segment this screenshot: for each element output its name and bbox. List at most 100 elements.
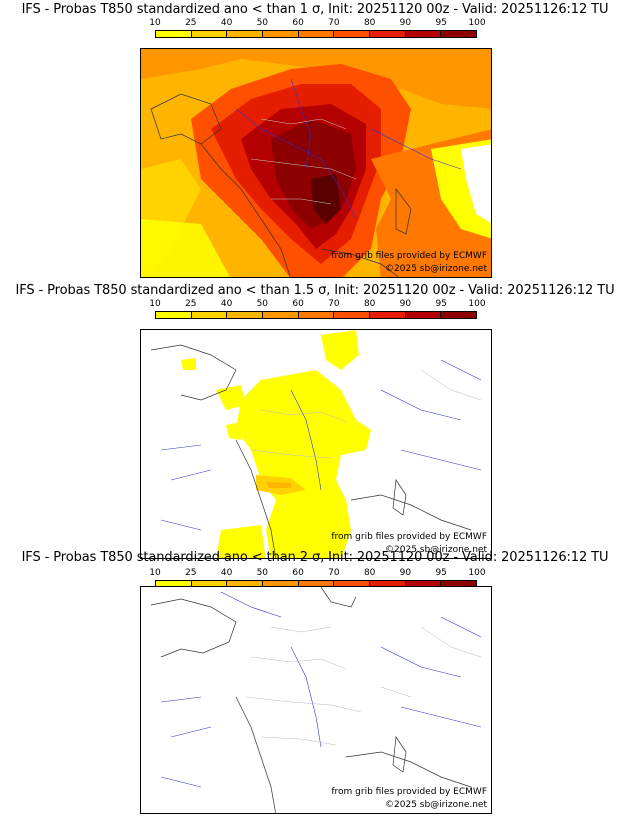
scale-label: 40 — [220, 18, 233, 28]
coastline — [395, 187, 412, 235]
prob-area — [266, 482, 291, 488]
scale-swatch — [334, 31, 371, 37]
scale-swatch — [263, 31, 299, 37]
scale-label: 60 — [292, 299, 304, 309]
credit-source: from grib files provided by ECMWF — [331, 532, 487, 542]
coastline — [150, 344, 237, 401]
scale-swatch — [263, 581, 299, 587]
coastline — [320, 248, 399, 277]
scale-label: 10 — [149, 299, 161, 309]
map-graphic — [141, 49, 491, 277]
coastline — [235, 439, 277, 558]
probability-map-1-5sigma: from grib files provided by ECMWF ©2025 … — [140, 329, 492, 559]
map-graphic — [141, 330, 491, 558]
scale-label: 80 — [363, 18, 376, 28]
scale-label: 60 — [292, 18, 304, 28]
coastline — [200, 143, 291, 277]
river — [235, 108, 357, 220]
scale-swatch — [156, 581, 192, 587]
credit-source: from grib files provided by ECMWF — [331, 787, 487, 797]
scale-label: 70 — [328, 568, 340, 578]
scale-swatch — [405, 581, 442, 587]
scale-labels: 10 25 40 50 60 70 80 90 95 100 — [149, 18, 485, 29]
coastline — [235, 696, 276, 813]
scale-label: 100 — [468, 18, 486, 28]
map-graphic — [141, 587, 491, 813]
scale-swatch — [191, 31, 228, 37]
coastline — [350, 494, 472, 531]
scale-label: 90 — [399, 18, 412, 28]
prob-area — [226, 422, 241, 440]
scale-bar — [155, 30, 477, 38]
scale-swatch — [405, 312, 442, 318]
scale-label: 25 — [185, 568, 197, 578]
prob-area — [181, 358, 196, 370]
color-scale: 10 25 40 50 60 70 80 90 95 100 — [149, 299, 486, 323]
coastline — [320, 587, 357, 608]
background-fill — [141, 587, 491, 813]
scale-label: 25 — [185, 299, 197, 309]
scale-label: 50 — [256, 299, 269, 309]
scale-swatch — [156, 31, 192, 37]
scale-swatch — [156, 312, 192, 318]
prob-area — [321, 330, 359, 370]
scale-label: 95 — [435, 18, 447, 28]
scale-label: 10 — [149, 568, 161, 578]
river — [160, 591, 482, 788]
admin-borders — [250, 118, 357, 205]
scale-swatch — [370, 312, 406, 318]
scale-label: 60 — [292, 568, 304, 578]
credit-source: from grib files provided by ECMWF — [331, 251, 487, 261]
panel-1-5sigma: IFS - Probas T850 standardized ano < tha… — [0, 281, 630, 559]
scale-label: 95 — [435, 568, 447, 578]
coastline — [150, 93, 222, 145]
scale-label: 50 — [256, 568, 269, 578]
coastline — [392, 479, 407, 516]
scale-label: 80 — [363, 568, 376, 578]
admin-borders — [245, 626, 482, 746]
scale-swatch — [441, 312, 477, 318]
credit-copyright: ©2025 sb@irizone.net — [385, 545, 487, 555]
coastline — [392, 736, 407, 773]
scale-label: 40 — [220, 299, 233, 309]
scale-swatch — [263, 312, 299, 318]
river — [370, 128, 462, 170]
prob-area — [236, 370, 371, 558]
scale-swatch — [298, 31, 335, 37]
scale-swatch — [334, 312, 371, 318]
prob-area — [141, 49, 491, 109]
credit-copyright: ©2025 sb@irizone.net — [385, 800, 487, 810]
scale-swatch — [227, 31, 264, 37]
scale-label: 90 — [399, 568, 412, 578]
scale-label: 40 — [220, 568, 233, 578]
no-prob-area — [461, 144, 491, 223]
scale-label: 80 — [363, 299, 376, 309]
color-scale: 10 25 40 50 60 70 80 90 95 100 — [149, 18, 486, 42]
scale-swatch — [334, 581, 371, 587]
scale-swatch — [441, 31, 477, 37]
scale-swatch — [441, 581, 477, 587]
panel-2sigma: IFS - Probas T850 standardized ano < tha… — [0, 550, 630, 820]
scale-swatch — [227, 581, 264, 587]
scale-label: 50 — [256, 18, 269, 28]
scale-swatch — [405, 31, 442, 37]
coastline — [150, 598, 237, 658]
panel-1sigma: IFS - Probas T850 standardized ano < tha… — [0, 0, 630, 278]
scale-labels: 10 25 40 50 60 70 80 90 95 100 — [149, 568, 485, 579]
credit-copyright: ©2025 sb@irizone.net — [385, 264, 487, 274]
prob-area — [311, 174, 341, 224]
scale-swatch — [298, 312, 335, 318]
panel-title: IFS - Probas T850 standardized ano < tha… — [21, 550, 609, 565]
scale-swatch — [191, 581, 228, 587]
prob-area — [216, 525, 266, 558]
scale-label: 10 — [149, 18, 161, 28]
scale-swatch — [370, 31, 406, 37]
panel-title: IFS - Probas T850 standardized ano < tha… — [21, 2, 609, 17]
scale-labels: 10 25 40 50 60 70 80 90 95 100 — [149, 299, 485, 310]
probability-map-2sigma: from grib files provided by ECMWF ©2025 … — [140, 586, 492, 814]
panel-title: IFS - Probas T850 standardized ano < tha… — [15, 283, 615, 298]
river — [160, 359, 482, 531]
scale-label: 70 — [328, 18, 340, 28]
scale-swatch — [298, 581, 335, 587]
scale-bar — [155, 311, 477, 319]
